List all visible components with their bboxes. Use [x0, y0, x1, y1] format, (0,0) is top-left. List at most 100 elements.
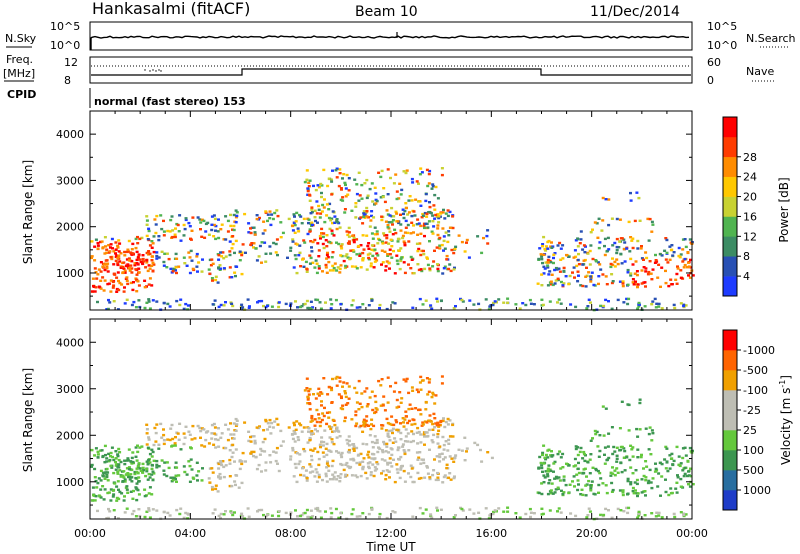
- echo-cell: [93, 290, 97, 293]
- echo-cell: [333, 430, 337, 433]
- echo-cell: [146, 238, 150, 241]
- echo-cell: [198, 218, 202, 221]
- echo-cell: [395, 197, 399, 201]
- echo-cell: [327, 208, 331, 211]
- echo-cell: [407, 449, 411, 452]
- echo-cell: [640, 453, 643, 457]
- echo-cell: [691, 483, 695, 486]
- echo-cell: [339, 462, 343, 466]
- echo-cell: [250, 450, 254, 454]
- echo-cell: [313, 418, 317, 421]
- echo-cell: [183, 227, 187, 231]
- echo-cell: [452, 268, 456, 271]
- echo-cell: [313, 238, 317, 242]
- echo-cell: [320, 400, 323, 403]
- echo-cell: [374, 407, 378, 410]
- echo-cell: [344, 463, 348, 466]
- echo-cell: [347, 177, 351, 180]
- echo-cell: [243, 212, 247, 216]
- echo-cell: [145, 443, 149, 446]
- echo-cell: [589, 278, 593, 281]
- echo-cell: [681, 238, 685, 241]
- echo-cell: [419, 375, 423, 379]
- echo-cell: [330, 217, 334, 220]
- echo-cell: [262, 220, 266, 223]
- echo-cell: [157, 238, 161, 242]
- echo-cell: [90, 290, 94, 293]
- echo-cell: [217, 266, 220, 269]
- echo-cell: [375, 232, 379, 236]
- colorbar-tick-label: 12: [743, 230, 757, 243]
- echo-cell: [160, 436, 164, 439]
- echo-cell: [146, 463, 150, 466]
- echo-cell: [289, 302, 293, 305]
- echo-cell: [240, 303, 244, 306]
- echo-cell: [597, 275, 601, 278]
- echo-cell: [385, 516, 389, 520]
- echo-cell: [327, 416, 331, 419]
- echo-cell: [571, 480, 574, 483]
- echo-cell: [219, 251, 223, 254]
- echo-cell: [650, 278, 654, 281]
- echo-cell: [317, 413, 321, 416]
- echo-cell: [126, 491, 130, 494]
- echo-cell: [211, 512, 215, 515]
- echo-cell: [105, 467, 109, 471]
- echo-cell: [105, 471, 109, 474]
- echo-cell: [249, 452, 253, 455]
- echo-cell: [90, 448, 94, 452]
- echo-cell: [452, 476, 456, 480]
- echo-cell: [119, 266, 123, 269]
- echo-cell: [168, 438, 172, 442]
- echo-cell: [325, 442, 329, 446]
- cpid-text: normal (fast stereo) 153: [94, 95, 246, 108]
- echo-cell: [668, 258, 672, 261]
- echo-cell: [134, 277, 138, 280]
- echo-cell: [295, 452, 299, 455]
- echo-cell: [240, 251, 244, 254]
- echo-cell: [348, 466, 352, 470]
- echo-cell: [186, 512, 190, 515]
- echo-cell: [103, 268, 107, 272]
- echo-cell: [317, 473, 321, 477]
- echo-cell: [255, 467, 259, 471]
- echo-cell: [383, 250, 387, 253]
- echo-cell: [361, 303, 365, 306]
- echo-cell: [399, 257, 403, 261]
- echo-cell: [615, 251, 619, 255]
- echo-cell: [668, 245, 672, 248]
- echo-cell: [226, 219, 230, 223]
- echo-cell: [514, 512, 518, 515]
- echo-cell: [325, 466, 329, 469]
- echo-cell: [312, 393, 315, 396]
- echo-cell: [654, 253, 657, 257]
- echo-cell: [228, 449, 232, 452]
- echo-cell: [343, 211, 347, 214]
- echo-cell: [426, 226, 430, 229]
- echo-cell: [136, 235, 139, 239]
- colorbar-swatch: [723, 410, 737, 431]
- echo-cell: [99, 279, 103, 282]
- echo-cell: [106, 516, 110, 520]
- echo-cell: [576, 245, 580, 248]
- echo-cell: [340, 247, 344, 250]
- echo-cell: [93, 454, 97, 457]
- echo-cell: [150, 264, 154, 267]
- echo-cell: [148, 267, 152, 270]
- echo-cell: [426, 393, 430, 396]
- nsky-tick-top: 10^5: [50, 20, 80, 33]
- echo-cell: [268, 418, 272, 422]
- echo-cell: [106, 479, 110, 482]
- echo-cell: [664, 258, 668, 261]
- echo-cell: [343, 416, 347, 419]
- echo-cell: [327, 177, 331, 180]
- colorbar-tick-label: -500: [743, 364, 768, 377]
- echo-cell: [460, 240, 464, 244]
- echo-cell: [387, 451, 391, 454]
- echo-cell: [197, 470, 201, 473]
- echo-cell: [148, 244, 152, 247]
- echo-cell: [362, 215, 366, 218]
- echo-cell: [247, 439, 251, 443]
- echo-cell: [94, 286, 98, 289]
- echo-cell: [598, 434, 602, 437]
